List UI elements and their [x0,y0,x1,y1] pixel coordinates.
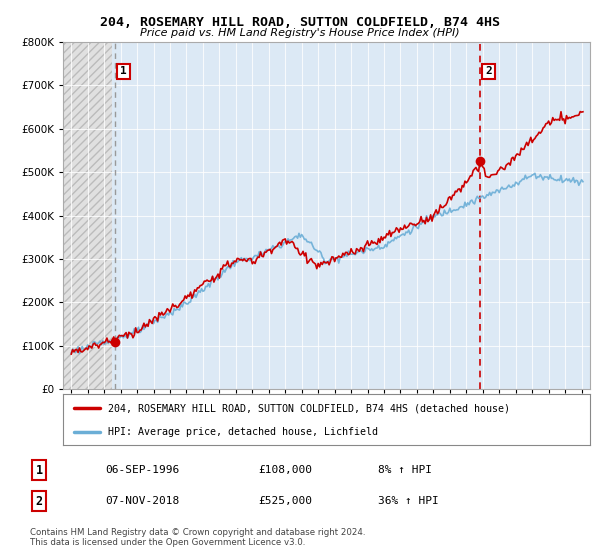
Text: 204, ROSEMARY HILL ROAD, SUTTON COLDFIELD, B74 4HS (detached house): 204, ROSEMARY HILL ROAD, SUTTON COLDFIEL… [108,403,510,413]
Text: 36% ↑ HPI: 36% ↑ HPI [378,496,439,506]
Text: Price paid vs. HM Land Registry's House Price Index (HPI): Price paid vs. HM Land Registry's House … [140,28,460,38]
Text: 07-NOV-2018: 07-NOV-2018 [105,496,179,506]
Bar [63,42,112,389]
Text: Contains HM Land Registry data © Crown copyright and database right 2024.
This d: Contains HM Land Registry data © Crown c… [30,528,365,547]
Text: £525,000: £525,000 [258,496,312,506]
Text: 204, ROSEMARY HILL ROAD, SUTTON COLDFIELD, B74 4HS: 204, ROSEMARY HILL ROAD, SUTTON COLDFIEL… [100,16,500,29]
Text: 1: 1 [120,66,127,76]
Text: 8% ↑ HPI: 8% ↑ HPI [378,465,432,475]
Text: 2: 2 [485,66,492,76]
Text: 06-SEP-1996: 06-SEP-1996 [105,465,179,475]
Text: £108,000: £108,000 [258,465,312,475]
Text: 2: 2 [35,494,43,508]
Text: 1: 1 [35,464,43,477]
Text: HPI: Average price, detached house, Lichfield: HPI: Average price, detached house, Lich… [108,427,378,437]
